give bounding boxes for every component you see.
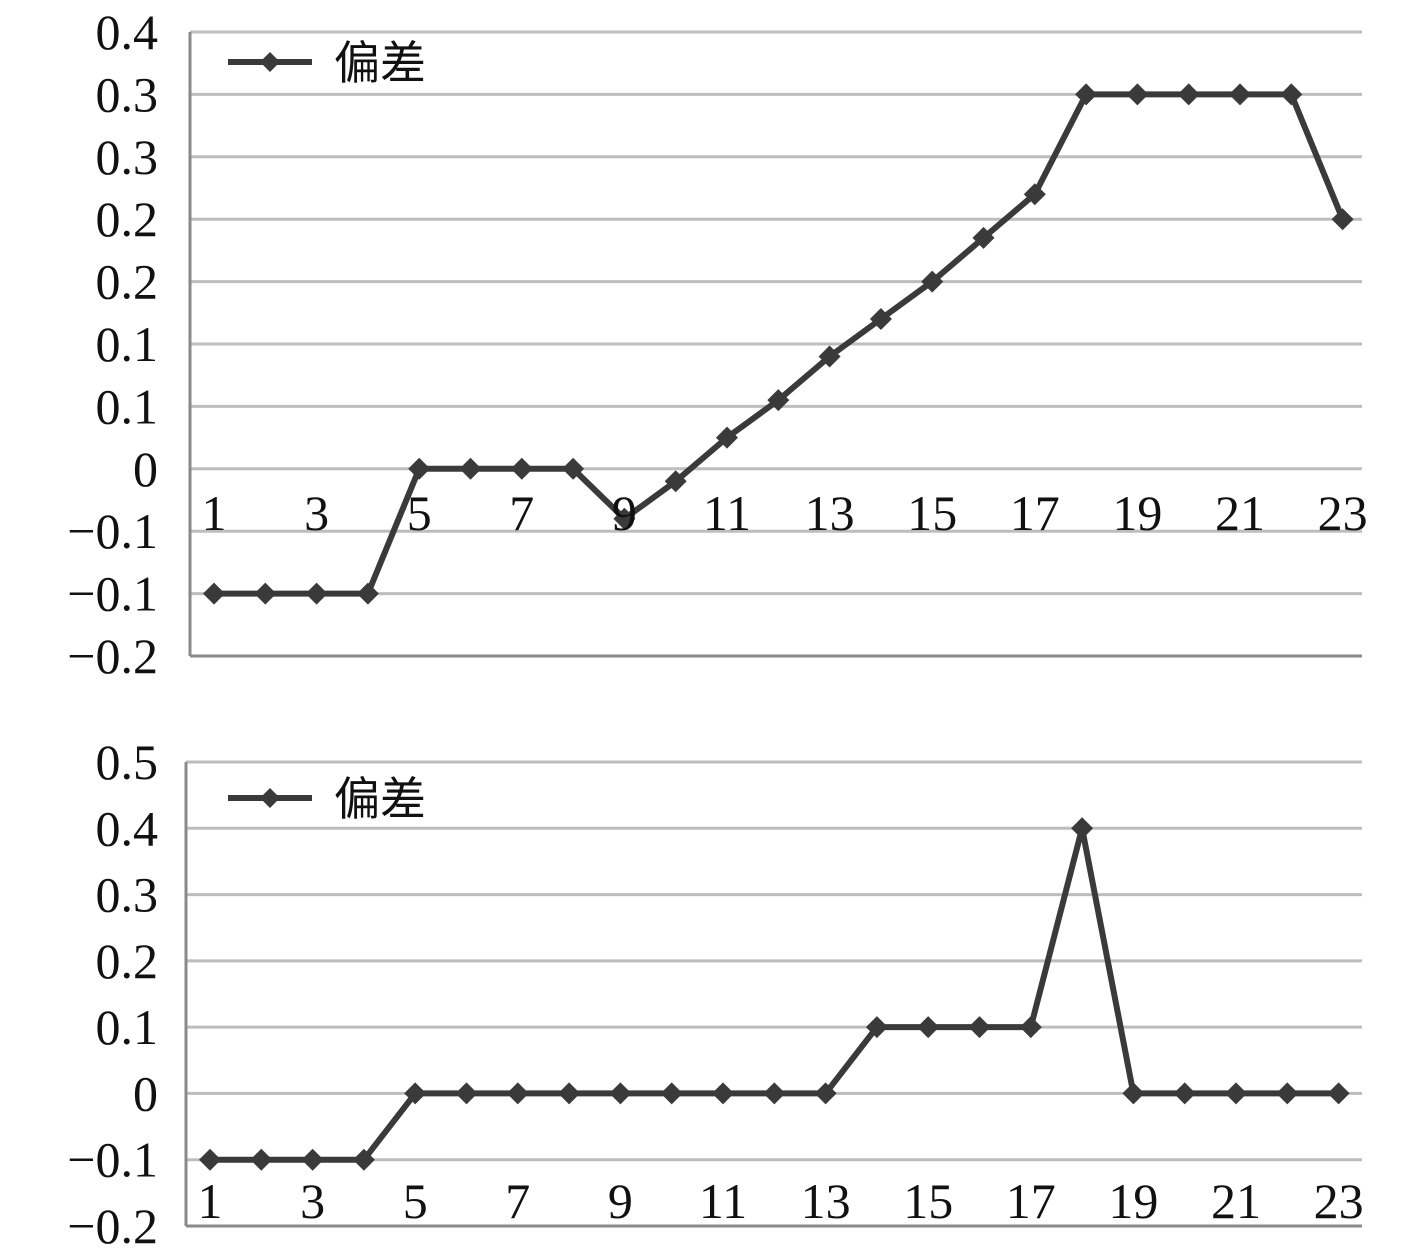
data-point [352, 1148, 375, 1171]
x-tick-label: 7 [509, 485, 534, 541]
y-tick-label: 0.1 [96, 316, 159, 372]
x-tick-label: 19 [1108, 1173, 1158, 1229]
x-tick-label: 19 [1112, 485, 1162, 541]
data-point [356, 582, 379, 605]
y-tick-label: 0.2 [96, 933, 159, 989]
legend-label: 偏差 [334, 772, 426, 826]
data-point [199, 1148, 221, 1171]
x-tick-label: 11 [699, 1173, 747, 1229]
data-point [459, 457, 482, 480]
y-tick-label: −0.1 [67, 503, 158, 559]
y-tick-label: 0.3 [96, 129, 159, 185]
data-point [613, 507, 636, 530]
x-tick-label: 23 [1318, 485, 1368, 541]
x-tick-label: 9 [612, 485, 637, 541]
x-tick-label: 5 [407, 485, 432, 541]
x-tick-label: 5 [403, 1173, 428, 1229]
data-point [818, 345, 841, 368]
data-point [865, 1016, 888, 1039]
x-tick-label: 21 [1215, 485, 1265, 541]
x-tick-label: 13 [805, 485, 855, 541]
x-tick-label: 3 [300, 1173, 325, 1229]
data-point [921, 270, 944, 293]
data-point [1280, 83, 1303, 106]
y-tick-label: 0 [133, 1065, 158, 1121]
x-tick-label: 15 [907, 485, 957, 541]
series-line [210, 825, 1339, 1163]
y-tick-label: 0.2 [96, 254, 159, 310]
data-point [1019, 1016, 1042, 1039]
data-point [968, 1016, 991, 1039]
data-point [1276, 1082, 1299, 1105]
chart-1: 0.40.30.30.20.20.10.10−0.1−0.1−0.21 3 5 7 9 1… [67, 4, 1367, 684]
data-point [763, 1082, 786, 1105]
data-point [814, 1082, 837, 1105]
y-tick-label: −0.2 [67, 628, 158, 684]
x-tick-label: 17 [1010, 485, 1060, 541]
y-tick-label: 0.1 [96, 999, 159, 1055]
data-point [660, 1082, 683, 1105]
y-tick-label: −0.1 [67, 566, 158, 622]
data-point [254, 582, 277, 605]
data-point [1229, 83, 1251, 106]
x-tick-label: 1 [202, 485, 227, 541]
data-point [301, 1148, 324, 1171]
data-point [1327, 1082, 1350, 1105]
data-point [455, 1082, 478, 1105]
data-point [250, 1148, 273, 1171]
y-tick-label: 0.3 [96, 66, 159, 122]
y-tick-label: 0.4 [96, 800, 159, 856]
x-tick-label: 21 [1211, 1173, 1261, 1229]
legend-label: 偏差 [334, 36, 426, 90]
legend: 偏差 [228, 772, 426, 826]
data-point [609, 1082, 632, 1105]
data-point [203, 582, 225, 605]
data-point [562, 457, 585, 480]
data-point [1122, 1082, 1145, 1105]
data-point [1173, 1082, 1196, 1105]
data-point [1075, 83, 1098, 106]
x-tick-label: 7 [505, 1173, 530, 1229]
data-point [767, 389, 790, 412]
data-point [1023, 183, 1046, 206]
y-tick-label: 0.5 [96, 734, 159, 790]
data-point [1071, 817, 1094, 840]
chart-2: 0.50.40.30.20.10−0.1−0.2 1 3 5 7 9 11 13 15 17 19 2… [67, 734, 1363, 1254]
y-tick-label: 0.1 [96, 378, 159, 434]
data-point [510, 457, 533, 480]
data-point [1126, 83, 1149, 106]
data-point [305, 582, 328, 605]
x-tick-label: 15 [903, 1173, 953, 1229]
data-point [869, 308, 892, 331]
data-point [408, 457, 431, 480]
y-tick-label: 0.3 [96, 867, 159, 923]
data-point [1225, 1082, 1247, 1105]
data-point [664, 470, 687, 493]
y-tick-label: 0 [133, 441, 158, 497]
legend: 偏差 [228, 36, 426, 90]
data-point [712, 1082, 734, 1105]
x-tick-label: 3 [304, 485, 329, 541]
data-point [716, 426, 738, 449]
x-tick-label: 1 [198, 1173, 223, 1229]
x-tick-label: 17 [1006, 1173, 1056, 1229]
data-point [972, 226, 995, 249]
data-point [558, 1082, 581, 1105]
y-tick-label: 0.2 [96, 191, 159, 247]
y-tick-label: −0.1 [67, 1132, 158, 1188]
x-tick-label: 9 [608, 1173, 633, 1229]
data-point [1331, 208, 1354, 231]
legend-marker-icon [260, 52, 280, 72]
data-point [404, 1082, 427, 1105]
x-tick-label: 13 [801, 1173, 851, 1229]
y-tick-label: 0.4 [96, 4, 159, 60]
data-point [917, 1016, 940, 1039]
legend-marker-icon [260, 788, 280, 808]
data-point [1177, 83, 1200, 106]
x-tick-label: 11 [703, 485, 751, 541]
x-tick-label: 23 [1314, 1173, 1364, 1229]
data-point [506, 1082, 529, 1105]
y-tick-label: −0.2 [67, 1198, 158, 1254]
